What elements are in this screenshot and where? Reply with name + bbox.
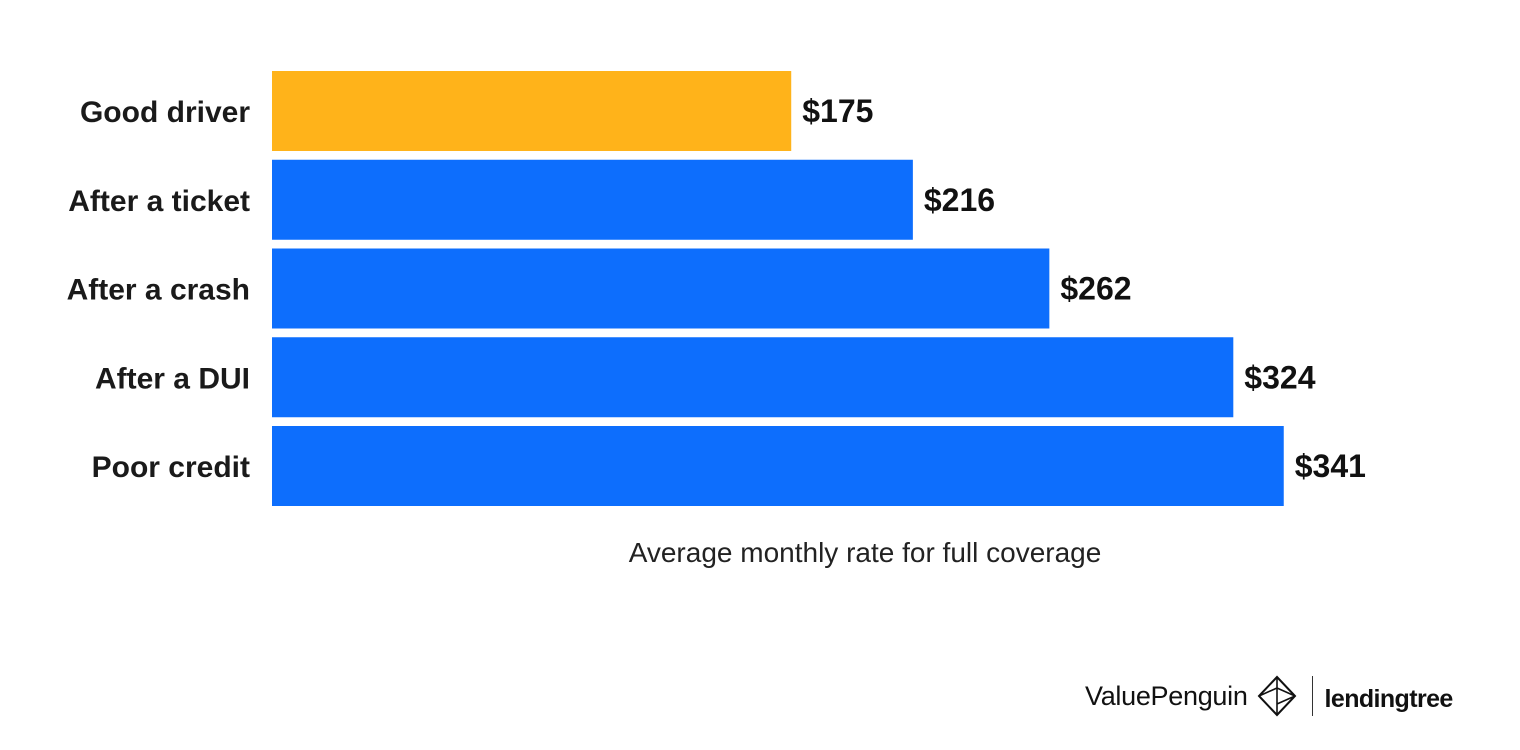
bars-group (272, 71, 1284, 506)
bar-after-a-ticket (272, 159, 913, 240)
bar-good-driver (272, 71, 792, 151)
category-label-after-a-dui: After a DUI (95, 362, 250, 395)
bar-poor-credit (272, 426, 1284, 506)
valuepenguin-logo-icon (1257, 675, 1296, 717)
category-label-after-a-ticket: After a ticket (68, 185, 250, 218)
bar-after-a-crash (272, 248, 1050, 329)
brand-footer: ValuePenguin lendingtree (1085, 672, 1453, 720)
brand-name: ValuePenguin (1085, 680, 1248, 711)
category-label-poor-credit: Poor credit (92, 451, 250, 484)
value-label-good-driver: $175 (802, 93, 873, 129)
x-axis-label: Average monthly rate for full coverage (629, 537, 1102, 568)
value-label-after-a-crash: $262 (1060, 271, 1131, 307)
category-label-after-a-crash: After a crash (67, 274, 250, 307)
value-labels-group: $175 $216 $262 $324 $341 (802, 93, 1366, 484)
category-label-good-driver: Good driver (80, 96, 250, 129)
value-label-after-a-ticket: $216 (924, 182, 995, 218)
value-label-poor-credit: $341 (1295, 448, 1366, 484)
bar-after-a-dui (272, 337, 1234, 418)
brand-divider (1311, 676, 1313, 716)
partner-logo: lendingtree (1324, 684, 1454, 713)
value-label-after-a-dui: $324 (1244, 359, 1315, 395)
bar-chart: Good driver After a ticket After a crash Af… (67, 71, 1366, 568)
category-labels-group: Good driver After a ticket After a crash Af… (67, 96, 251, 484)
